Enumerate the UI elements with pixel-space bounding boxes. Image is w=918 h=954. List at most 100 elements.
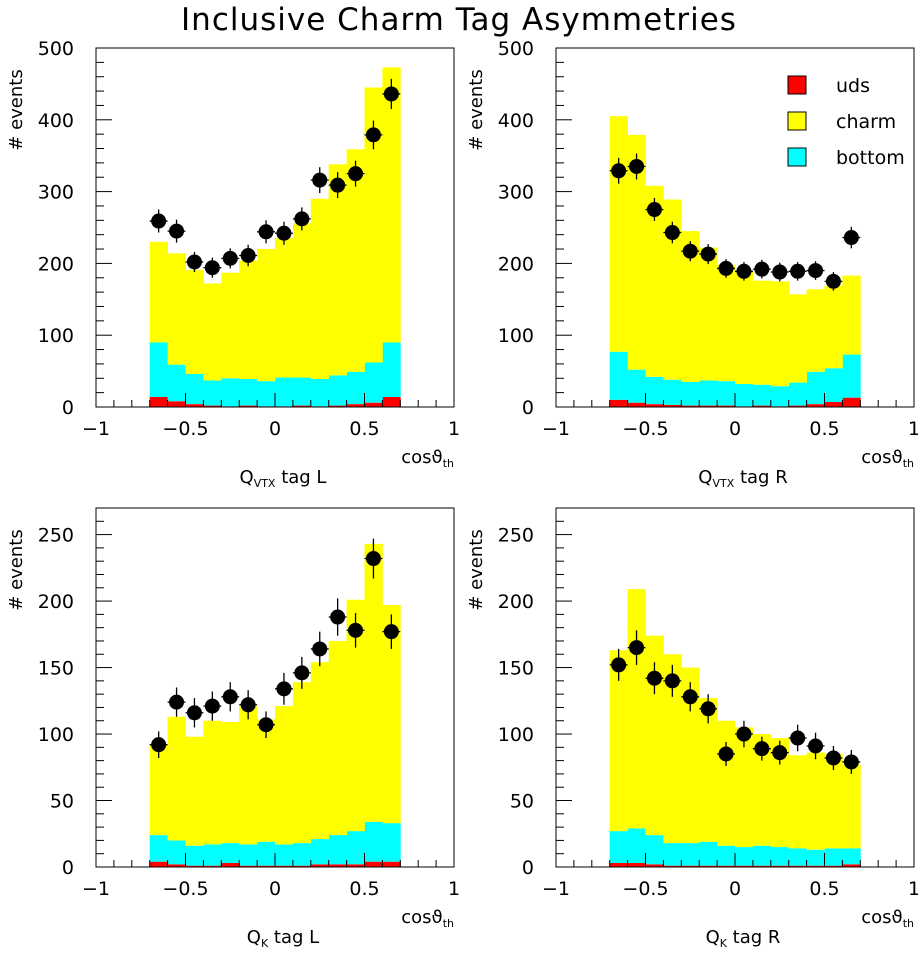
charm-bar — [185, 269, 204, 374]
bottom-bar — [382, 342, 401, 397]
uds-bar — [328, 864, 347, 867]
charm-bar — [257, 249, 276, 382]
x-tick-label: −1 — [82, 878, 110, 900]
data-point — [754, 261, 770, 277]
uds-bar — [717, 865, 736, 867]
data-point — [312, 172, 328, 188]
bottom-bar — [788, 848, 807, 866]
data-point — [718, 260, 734, 276]
data-point — [312, 641, 328, 657]
charm-bar — [627, 589, 646, 829]
y-tick-label: 300 — [38, 182, 74, 204]
data-point — [240, 697, 256, 713]
legend: uds charm bottom — [787, 75, 905, 169]
charm-bar — [275, 238, 294, 378]
data-point — [151, 213, 167, 229]
charm-bar — [752, 734, 772, 846]
bottom-bar — [257, 841, 276, 866]
y-tick-label: 400 — [498, 110, 534, 132]
x-axis-label: cosϑth — [401, 907, 454, 930]
charm-bar — [770, 738, 790, 848]
panel-caption: QVTX tag R — [698, 467, 787, 490]
bottom-bar — [328, 835, 347, 865]
bottom-bar — [752, 845, 772, 866]
charm-bar — [806, 752, 825, 850]
x-axis-label: cosϑth — [861, 907, 914, 930]
charm-bar — [221, 722, 240, 844]
uds-bar — [788, 865, 807, 867]
uds-bar — [310, 864, 330, 867]
x-axis-label: cosϑth — [401, 447, 454, 470]
y-tick-label: 100 — [38, 325, 74, 347]
bottom-bar — [167, 840, 186, 865]
x-tick-label: 0.5 — [809, 878, 839, 900]
data-point — [204, 260, 220, 276]
bottom-bar — [328, 375, 347, 406]
bottom-bar — [699, 380, 718, 406]
data-point — [736, 263, 752, 279]
bottom-bar — [239, 844, 258, 866]
uds-bar — [752, 405, 772, 407]
data-point — [825, 750, 841, 766]
bottom-bar — [185, 845, 204, 866]
bottom-bar — [275, 377, 294, 407]
bottom-bar — [203, 844, 222, 866]
y-tick-label: 0 — [62, 857, 74, 879]
bottom-bar — [609, 351, 628, 400]
x-tick-label: −0.5 — [622, 418, 668, 440]
uds-bar — [364, 402, 383, 407]
legend-label-uds: uds — [836, 75, 870, 97]
charm-bar — [824, 753, 843, 849]
bottom-bar — [842, 848, 861, 865]
uds-bar — [203, 405, 222, 407]
charm-bar — [717, 720, 736, 846]
y-axis-label: # events — [466, 69, 487, 150]
charm-bar — [699, 247, 718, 381]
bottom-bar — [221, 843, 240, 864]
data-point — [186, 254, 202, 270]
y-tick-label: 150 — [498, 658, 534, 680]
data-point — [611, 657, 627, 673]
charm-bar — [328, 164, 347, 376]
data-point — [700, 701, 716, 717]
charm-bar — [824, 285, 843, 369]
bottom-bar — [735, 847, 754, 866]
bottom-bar — [717, 381, 736, 406]
bottom-bar — [842, 354, 861, 398]
bottom-bar — [221, 378, 240, 407]
x-tick-label: 0.5 — [349, 418, 379, 440]
uds-bar — [627, 863, 646, 867]
bottom-bar — [824, 848, 843, 866]
legend-swatch-charm — [787, 111, 807, 131]
data-point — [718, 746, 734, 762]
uds-bar — [699, 865, 718, 867]
uds-bar — [364, 861, 383, 867]
uds-bar — [609, 863, 628, 867]
charm-bar — [292, 223, 312, 378]
uds-bar — [645, 864, 664, 867]
data-point — [629, 640, 645, 656]
y-tick-label: 0 — [62, 397, 74, 419]
uds-bar — [239, 405, 258, 407]
y-tick-label: 0 — [522, 397, 534, 419]
data-point — [646, 670, 662, 686]
bottom-bar — [788, 382, 807, 406]
charm-bar — [167, 253, 186, 365]
bottom-bar — [239, 378, 258, 406]
data-point — [825, 273, 841, 289]
y-tick-label: 100 — [498, 325, 534, 347]
data-point — [383, 624, 399, 640]
y-tick-label: 200 — [498, 591, 534, 613]
uds-bar — [203, 865, 222, 867]
uds-bar — [149, 861, 168, 867]
panel-qk-tag-r: 0 50 100 150 200 250 −1 −0.5 0 0.5 1 cosϑth QK tag R… — [466, 507, 918, 950]
charm-bar — [203, 720, 222, 845]
bottom-bar — [627, 828, 646, 864]
x-tick-label: 1 — [908, 878, 918, 900]
bottom-bar — [185, 373, 204, 405]
uds-bar — [149, 396, 168, 407]
charm-bar — [788, 755, 807, 849]
bottom-bar — [663, 379, 682, 405]
charm-bar — [364, 87, 383, 363]
uds-bar — [627, 402, 646, 407]
